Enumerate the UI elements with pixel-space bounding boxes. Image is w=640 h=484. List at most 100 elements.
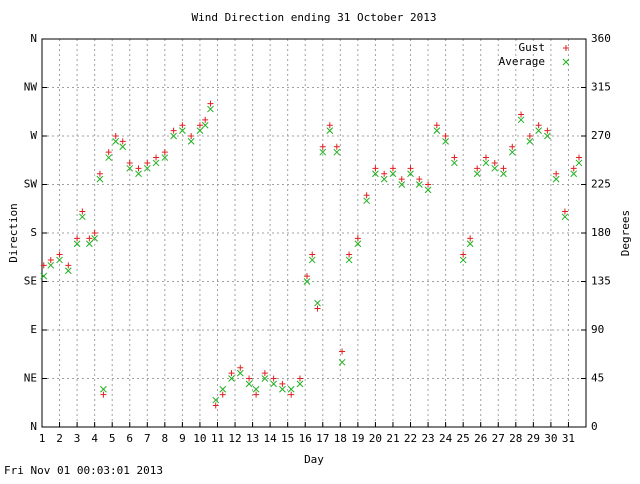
y2-tick-label: 135 [591, 275, 611, 288]
x-tick-label: 30 [544, 432, 557, 445]
data-point [363, 192, 370, 199]
data-point [381, 170, 388, 177]
x-tick-label: 15 [281, 432, 294, 445]
data-point [451, 159, 458, 167]
y2-tick-label: 315 [591, 81, 611, 94]
data-point [161, 149, 168, 156]
x-axis-label: Day [304, 453, 324, 466]
data-point [544, 127, 551, 134]
x-tick-label: 2 [56, 432, 63, 445]
data-point [119, 138, 126, 145]
data-point [309, 251, 316, 258]
x-tick-label: 27 [492, 432, 505, 445]
data-point [319, 148, 327, 156]
data-point [64, 267, 72, 275]
legend-label: Average [499, 55, 545, 68]
data-point [100, 391, 107, 398]
data-point [212, 396, 220, 404]
x-tick-label: 10 [193, 432, 206, 445]
data-point [308, 256, 316, 264]
data-point [296, 375, 303, 382]
data-point [491, 159, 498, 166]
data-point [65, 262, 72, 269]
legend-label: Gust [519, 41, 546, 54]
data-point [91, 235, 98, 242]
data-point [338, 358, 346, 366]
data-point [296, 380, 304, 388]
data-point [96, 175, 104, 183]
data-point [202, 116, 209, 123]
data-point [112, 133, 119, 139]
y2-tick-label: 0 [591, 420, 598, 433]
data-point [119, 143, 127, 151]
x-tick-label: 11 [211, 432, 224, 445]
data-point [91, 230, 98, 236]
data-point [112, 138, 120, 145]
data-point [389, 165, 396, 172]
data-point [518, 111, 525, 118]
data-point [105, 149, 112, 156]
data-point [105, 154, 113, 161]
x-tick-label: 31 [562, 432, 575, 445]
data-point [415, 181, 423, 188]
x-tick-label: 20 [369, 432, 382, 445]
data-point [561, 213, 569, 221]
x-tick-label: 18 [334, 432, 347, 445]
data-point [575, 159, 583, 167]
data-point [491, 164, 499, 172]
data-point [473, 170, 481, 178]
data-point [73, 240, 81, 248]
data-point [407, 165, 414, 172]
y-tick-label: W [30, 129, 37, 142]
data-point [236, 369, 244, 377]
data-point [354, 240, 362, 248]
y2-tick-label: 360 [591, 32, 611, 45]
data-point [333, 143, 340, 150]
y2-tick-label: 225 [591, 178, 611, 191]
data-point [398, 181, 406, 188]
y2-tick-label: 90 [591, 323, 604, 336]
data-point [363, 197, 370, 205]
data-point [319, 143, 326, 150]
y2-tick-label: 270 [591, 129, 611, 142]
legend-marker [563, 45, 569, 51]
y-tick-label: N [30, 420, 37, 433]
data-point [161, 154, 169, 161]
x-tick-label: 3 [74, 432, 81, 445]
x-tick-label: 14 [264, 432, 278, 445]
data-point [245, 380, 253, 388]
data-point [425, 181, 432, 188]
data-point [482, 159, 490, 167]
data-point [500, 170, 507, 178]
data-point [144, 159, 151, 166]
data-point [79, 208, 86, 215]
data-point [196, 127, 204, 134]
data-point [170, 132, 177, 140]
data-point [187, 138, 195, 145]
data-point [135, 165, 142, 172]
data-point [482, 154, 489, 161]
data-point [345, 256, 353, 264]
y-tick-label: NW [24, 81, 38, 94]
x-tick-label: 23 [421, 432, 434, 445]
data-point [398, 176, 405, 183]
data-point [207, 105, 214, 113]
x-tick-label: 4 [91, 432, 98, 445]
data-point [389, 170, 397, 178]
data-point [207, 100, 214, 107]
data-point [442, 133, 449, 139]
x-tick-label: 21 [386, 432, 399, 445]
data-point [261, 370, 268, 377]
data-point [552, 175, 560, 183]
data-point [535, 122, 542, 129]
data-point [509, 143, 516, 150]
x-tick-label: 7 [144, 432, 151, 445]
data-point [544, 132, 551, 140]
data-point [201, 121, 209, 129]
data-point [126, 164, 134, 172]
data-point [279, 385, 286, 393]
data-point [451, 154, 458, 161]
y-tick-label: SE [24, 275, 37, 288]
data-point [508, 148, 516, 156]
plot-frame [41, 38, 587, 428]
